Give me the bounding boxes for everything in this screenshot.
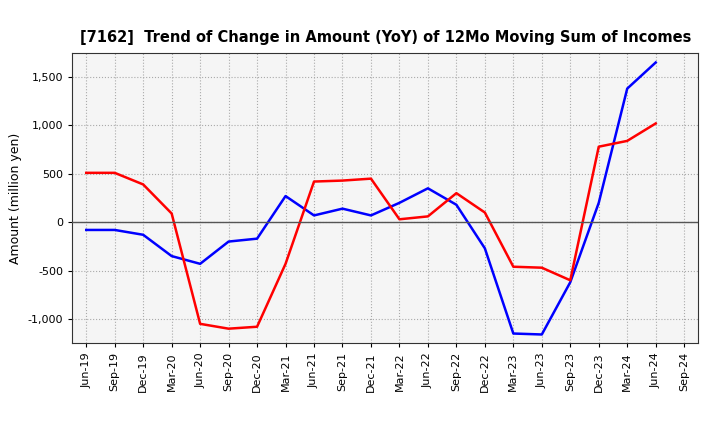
Ordinary Income: [652, 60, 660, 65]
Ordinary Income: [423, 186, 432, 191]
Ordinary Income: [623, 86, 631, 91]
Net Income: [595, 144, 603, 149]
Ordinary Income: [196, 261, 204, 267]
Y-axis label: Amount (million yen): Amount (million yen): [9, 132, 22, 264]
Net Income: [566, 278, 575, 283]
Ordinary Income: [167, 253, 176, 259]
Net Income: [110, 170, 119, 176]
Net Income: [82, 170, 91, 176]
Net Income: [196, 321, 204, 326]
Net Income: [537, 265, 546, 270]
Ordinary Income: [537, 332, 546, 337]
Ordinary Income: [282, 194, 290, 199]
Net Income: [253, 324, 261, 330]
Ordinary Income: [480, 246, 489, 251]
Net Income: [167, 211, 176, 216]
Ordinary Income: [225, 239, 233, 244]
Net Income: [225, 326, 233, 331]
Net Income: [310, 179, 318, 184]
Line: Ordinary Income: Ordinary Income: [86, 62, 656, 334]
Title: [7162]  Trend of Change in Amount (YoY) of 12Mo Moving Sum of Incomes: [7162] Trend of Change in Amount (YoY) o…: [79, 29, 691, 45]
Ordinary Income: [452, 202, 461, 207]
Line: Net Income: Net Income: [86, 124, 656, 329]
Ordinary Income: [509, 331, 518, 336]
Ordinary Income: [82, 227, 91, 233]
Ordinary Income: [310, 213, 318, 218]
Net Income: [623, 138, 631, 143]
Ordinary Income: [595, 200, 603, 205]
Ordinary Income: [366, 213, 375, 218]
Ordinary Income: [139, 232, 148, 238]
Net Income: [395, 216, 404, 222]
Ordinary Income: [395, 200, 404, 205]
Net Income: [652, 121, 660, 126]
Net Income: [423, 214, 432, 219]
Ordinary Income: [253, 236, 261, 241]
Net Income: [282, 261, 290, 267]
Ordinary Income: [110, 227, 119, 233]
Net Income: [452, 191, 461, 196]
Ordinary Income: [338, 206, 347, 211]
Net Income: [139, 182, 148, 187]
Net Income: [509, 264, 518, 269]
Net Income: [338, 178, 347, 183]
Ordinary Income: [566, 279, 575, 285]
Net Income: [366, 176, 375, 181]
Net Income: [480, 210, 489, 215]
